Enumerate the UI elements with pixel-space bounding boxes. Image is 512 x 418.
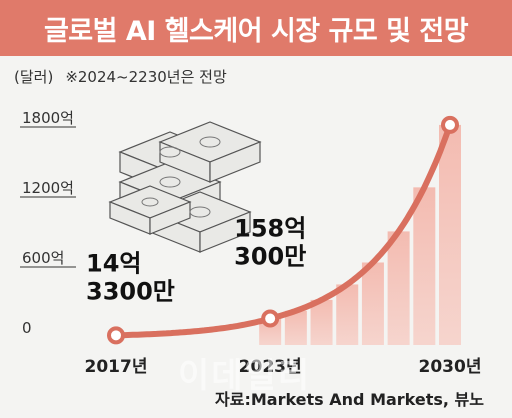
data-label: 158억 <box>234 215 306 243</box>
area-bar <box>336 284 359 345</box>
area-bars <box>259 124 461 345</box>
y-tick-label: 0 <box>22 319 32 337</box>
source-note: 자료:Markets And Markets, 뷰노 <box>215 390 484 409</box>
x-tick-label: 2017년 <box>85 357 148 377</box>
unit-label: (달러) <box>14 68 54 86</box>
chart-title: 글로벌 AI 헬스케어 시장 규모 및 전망 <box>43 15 469 47</box>
x-tick-label: 2030년 <box>419 357 482 377</box>
unit-note-line: (달러) ※2024~2230년은 전망 <box>14 66 239 87</box>
x-tick-label: 2023년 <box>239 357 302 377</box>
data-points <box>107 115 459 345</box>
area-bar <box>439 124 461 345</box>
data-point <box>441 115 459 134</box>
area-bar <box>387 231 410 345</box>
forecast-note: ※2024~2230년은 전망 <box>65 68 227 86</box>
data-label: 300만 <box>234 243 306 271</box>
y-axis: 0 600억 1200억 1800억 <box>20 109 76 337</box>
area-bar <box>361 262 384 345</box>
y-tick-label: 1800억 <box>22 109 74 127</box>
watermark: 이데일리 <box>178 356 312 396</box>
data-labels: 14억3300만158억300만1817억9000만 <box>86 215 306 306</box>
x-axis: 2017년 2023년 2030년 <box>85 357 482 377</box>
area-bar <box>284 310 307 345</box>
title-bar: 글로벌 AI 헬스케어 시장 규모 및 전망 <box>0 0 512 56</box>
money-stack-icon <box>108 121 262 253</box>
data-point <box>261 309 280 328</box>
data-label: 3300만 <box>86 277 175 305</box>
trend-line <box>113 121 453 339</box>
y-tick-label: 1200억 <box>22 179 74 197</box>
area-bar <box>310 299 333 345</box>
data-label: 14억 <box>86 249 141 277</box>
y-tick-label: 600억 <box>22 249 64 267</box>
area-bar <box>413 187 436 345</box>
data-point <box>107 326 125 345</box>
